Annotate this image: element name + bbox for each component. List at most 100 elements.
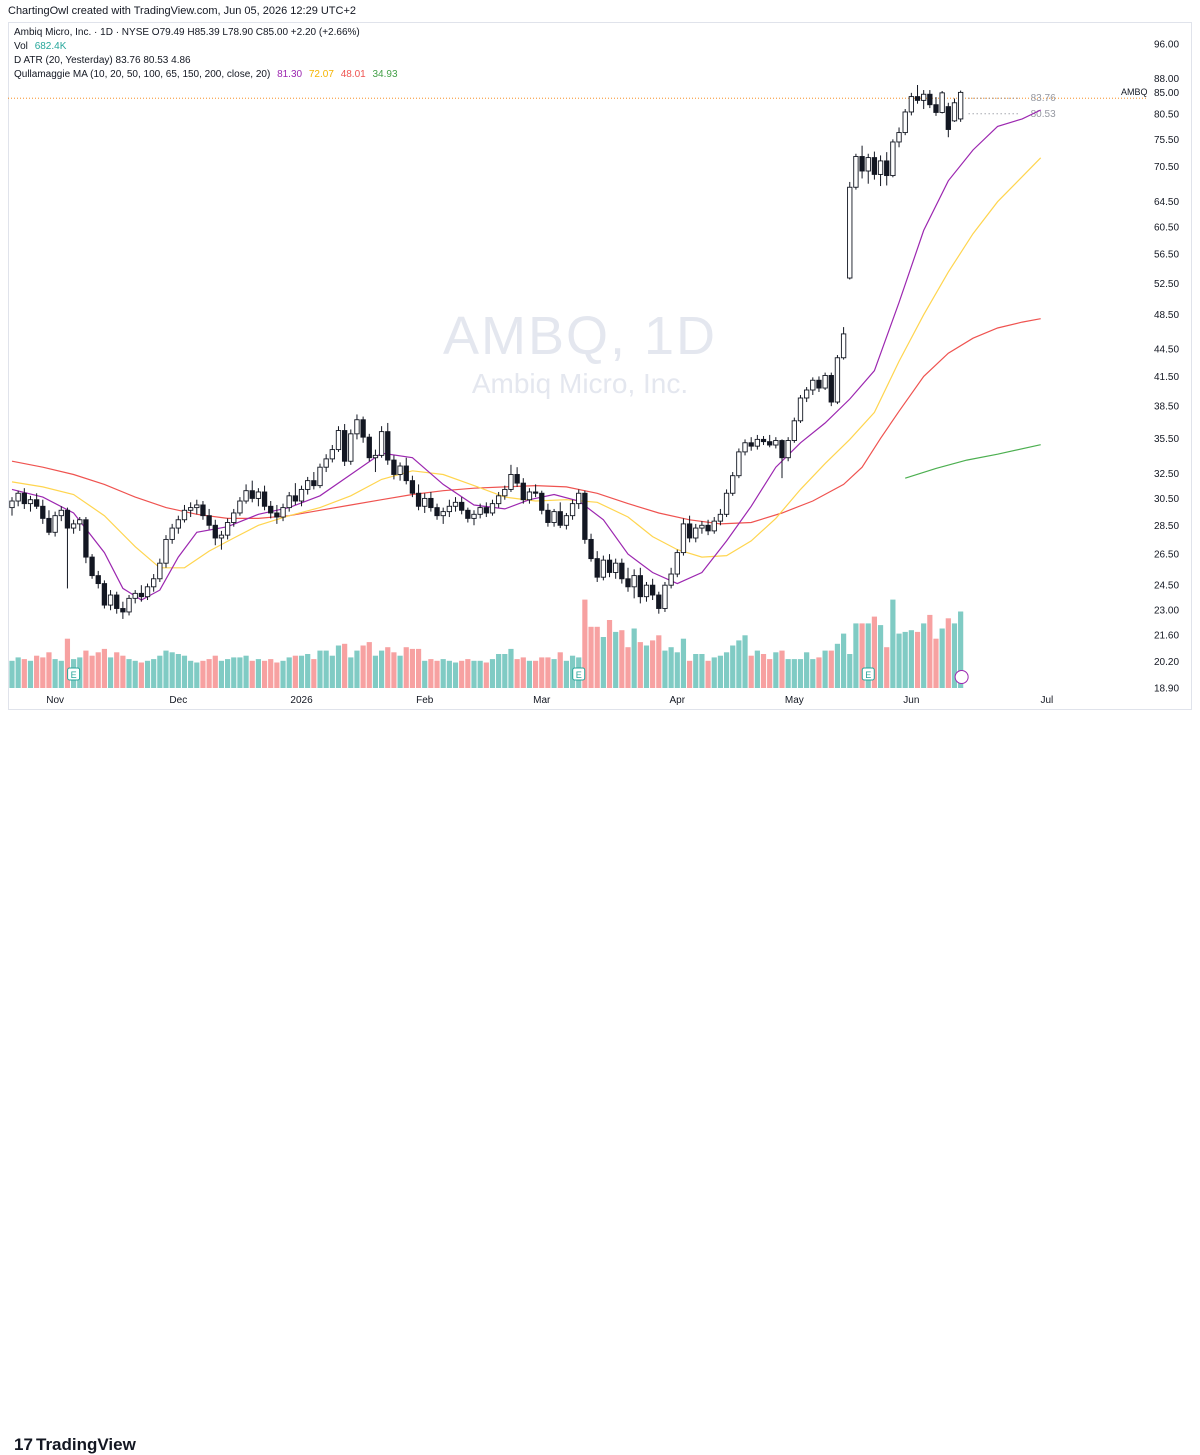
candle-body [502, 488, 508, 497]
candle-body [157, 562, 163, 580]
y-axis-tick-label: 44.50 [1154, 344, 1179, 355]
candle-body [440, 511, 446, 517]
candle-body [582, 492, 588, 540]
candle-body [83, 519, 89, 558]
ma150-line [905, 444, 1041, 479]
candle-body [908, 96, 915, 113]
volume-bar [391, 652, 397, 688]
volume-bar [342, 643, 348, 688]
tradingview-logo-icon: 17 [14, 1435, 33, 1454]
volume-bar [625, 647, 631, 688]
volume-bar [477, 660, 483, 688]
volume-bar [40, 657, 46, 688]
volume-bar [212, 655, 218, 688]
volume-bar [360, 645, 366, 688]
volume-bar [206, 659, 212, 688]
volume-bar [114, 652, 120, 688]
volume-bar [933, 638, 939, 688]
volume-bar [723, 652, 730, 688]
legend-ma10-value: 81.30 [277, 69, 303, 80]
candle-body [539, 492, 545, 511]
volume-bar [120, 655, 126, 688]
ma10-line [11, 109, 1041, 601]
volume-bar [83, 650, 89, 688]
volume-bar [95, 652, 101, 688]
candle-body [551, 511, 557, 523]
volume-bar [157, 655, 163, 688]
volume-bar [797, 659, 804, 688]
volume-bar [767, 659, 773, 688]
legend-ma150-value: 34.93 [372, 69, 398, 80]
y-axis-tick-label: 70.50 [1154, 162, 1179, 173]
volume-bar [231, 657, 237, 688]
volume-bar [181, 655, 188, 688]
x-axis-tick-label: Dec [169, 695, 187, 706]
volume-bar [268, 659, 274, 688]
volume-bar [151, 659, 157, 688]
candle-body [822, 375, 828, 389]
y-axis-tick-label: 38.50 [1154, 402, 1179, 413]
candle-body [311, 480, 317, 487]
volume-bar [409, 648, 415, 688]
earnings-marker-icon [861, 667, 875, 681]
candle-body [939, 92, 945, 113]
candle-body [816, 379, 822, 389]
tradingview-logo[interactable]: 17 TradingView [14, 1435, 136, 1455]
candle-body [767, 441, 773, 446]
y-axis-tick-label: 52.50 [1154, 279, 1179, 290]
candle-body [9, 500, 15, 509]
candle-body [840, 333, 847, 359]
volume-bar [871, 616, 877, 688]
volume-bar [711, 657, 717, 688]
y-axis-tick-label: 30.50 [1154, 494, 1179, 505]
volume-bar [958, 611, 964, 688]
candle-body [224, 522, 231, 536]
earnings-marker-icon [572, 667, 586, 681]
candle-body [594, 558, 600, 578]
attribution-text: ChartingOwl created with TradingView.com… [8, 5, 357, 17]
candle-body [354, 419, 360, 435]
volume-bar [890, 599, 896, 688]
volume-bar [841, 633, 847, 688]
volume-bar [606, 620, 613, 688]
legend-symbol-line[interactable]: Ambiq Micro, Inc. · 1D · NYSE O79.49 H85… [14, 27, 364, 38]
legend-ma-line[interactable]: Qullamaggie MA (10, 20, 50, 100, 65, 150… [14, 69, 402, 80]
volume-bar [101, 648, 107, 688]
candle-body [218, 534, 225, 539]
volume-bar [465, 659, 471, 688]
price-chart[interactable]: 83.76 80.53 96.00 88.00 85.00 80.50 75.50 70.50… [0, 0, 1200, 712]
candle-body [797, 397, 804, 422]
candle-body [760, 438, 767, 443]
candle-body [169, 527, 175, 540]
candle-body [532, 491, 539, 494]
candle-body [261, 491, 268, 507]
candle-body [335, 430, 342, 451]
candle-body [237, 500, 243, 514]
volume-bar [533, 660, 539, 688]
candle-body [27, 499, 34, 505]
volume-bar [489, 659, 496, 688]
candle-body [144, 586, 151, 598]
volume-bar [760, 654, 767, 688]
volume-bar [446, 660, 452, 688]
candle-body [89, 556, 95, 577]
legend-atr-line[interactable]: D ATR (20, Yesterday) 83.76 80.53 4.86 [14, 55, 195, 66]
candle-body [884, 160, 890, 177]
volume-bar [175, 654, 181, 688]
candle-body [434, 507, 440, 517]
candle-body [249, 490, 255, 499]
volume-bar [656, 635, 662, 688]
candle-body [329, 449, 335, 460]
chart-frame[interactable] [8, 22, 1192, 710]
candle-body [212, 524, 218, 539]
volume-bar [514, 659, 520, 688]
y-axis-tick-label: 21.60 [1154, 631, 1179, 642]
candle-body [126, 597, 132, 613]
atr-level-label: 83.76 [1031, 93, 1056, 104]
volume-bar [650, 640, 656, 688]
candle-body [268, 505, 274, 514]
volume-bar [261, 660, 268, 688]
legend-volume-line[interactable]: Vol 682.4K [14, 41, 70, 52]
volume-bar [742, 635, 748, 688]
candle-body [255, 491, 262, 499]
